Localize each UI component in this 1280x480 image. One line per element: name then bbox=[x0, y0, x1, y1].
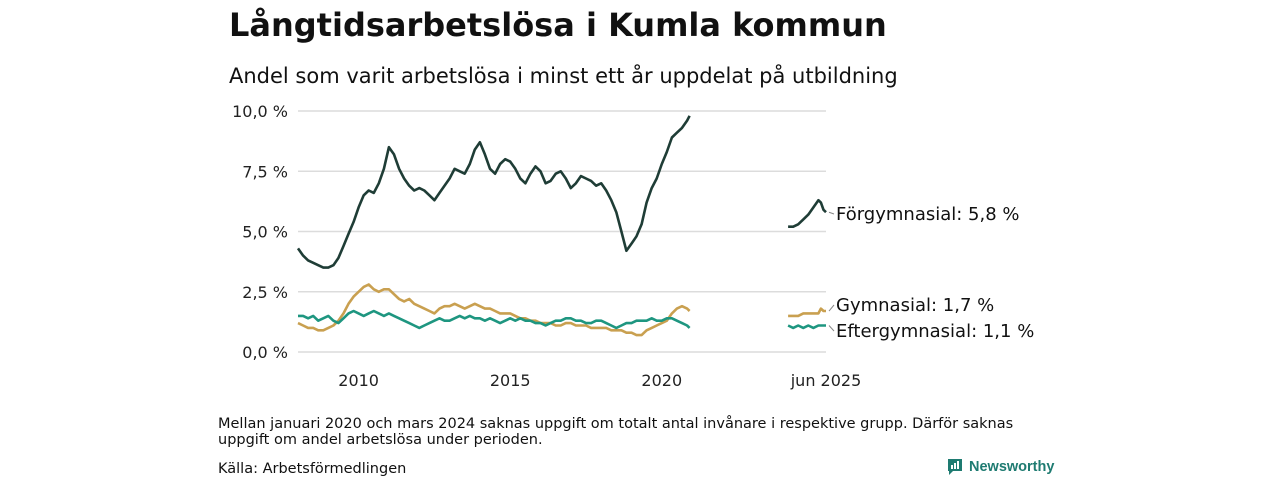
y-tick-label: 0,0 % bbox=[242, 343, 288, 362]
series-line-eftergymnasial bbox=[298, 309, 691, 330]
x-tick-label: 2015 bbox=[490, 371, 531, 390]
end-label-leader bbox=[828, 211, 835, 215]
series-line-gymnasial bbox=[788, 307, 826, 318]
series-line-frgymnasial bbox=[788, 198, 827, 228]
y-axis-labels: 0,0 % 2,5 % 5,0 % 7,5 % 10,0 % bbox=[232, 102, 288, 362]
line-chart: 0,0 % 2,5 % 5,0 % 7,5 % 10,0 % 2010 2015 2020 j… bbox=[232, 102, 1034, 390]
end-label-frgymnasial: Förgymnasial: 5,8 % bbox=[836, 204, 1020, 225]
end-label-eftergymnasial: Eftergymnasial: 1,1 % bbox=[836, 321, 1034, 342]
x-tick-label: 2010 bbox=[338, 371, 379, 390]
y-tick-label: 10,0 % bbox=[232, 102, 288, 121]
series-line-frgymnasial bbox=[296, 115, 691, 269]
series-line-gymnasial bbox=[297, 283, 691, 337]
gridlines bbox=[298, 110, 826, 353]
x-tick-label: jun 2025 bbox=[790, 371, 862, 390]
y-tick-label: 2,5 % bbox=[242, 283, 288, 302]
footnote: Mellan januari 2020 och mars 2024 saknas… bbox=[218, 416, 1014, 448]
chart-title: Långtidsarbetslösa i Kumla kommun bbox=[229, 6, 887, 44]
end-label-leader bbox=[828, 325, 835, 332]
x-tick-label: 2020 bbox=[641, 371, 682, 390]
chart-subtitle: Andel som varit arbetslösa i minst ett å… bbox=[229, 64, 898, 88]
series-line-eftergymnasial bbox=[787, 324, 826, 330]
newsworthy-logo-icon bbox=[948, 459, 962, 475]
y-tick-label: 5,0 % bbox=[242, 223, 288, 242]
newsworthy-logo-text: Newsworthy bbox=[969, 459, 1055, 475]
series-lines bbox=[296, 115, 827, 337]
end-label-leader bbox=[828, 304, 835, 312]
source-text: Källa: Arbetsförmedlingen bbox=[218, 461, 407, 477]
end-label-gymnasial: Gymnasial: 1,7 % bbox=[836, 295, 994, 316]
newsworthy-logo: Newsworthy bbox=[946, 458, 1054, 476]
y-tick-label: 7,5 % bbox=[242, 162, 288, 181]
x-axis-labels: 2010 2015 2020 jun 2025 bbox=[338, 371, 861, 390]
end-labels: Förgymnasial: 5,8 % Gymnasial: 1,7 % Efter… bbox=[828, 204, 1034, 342]
